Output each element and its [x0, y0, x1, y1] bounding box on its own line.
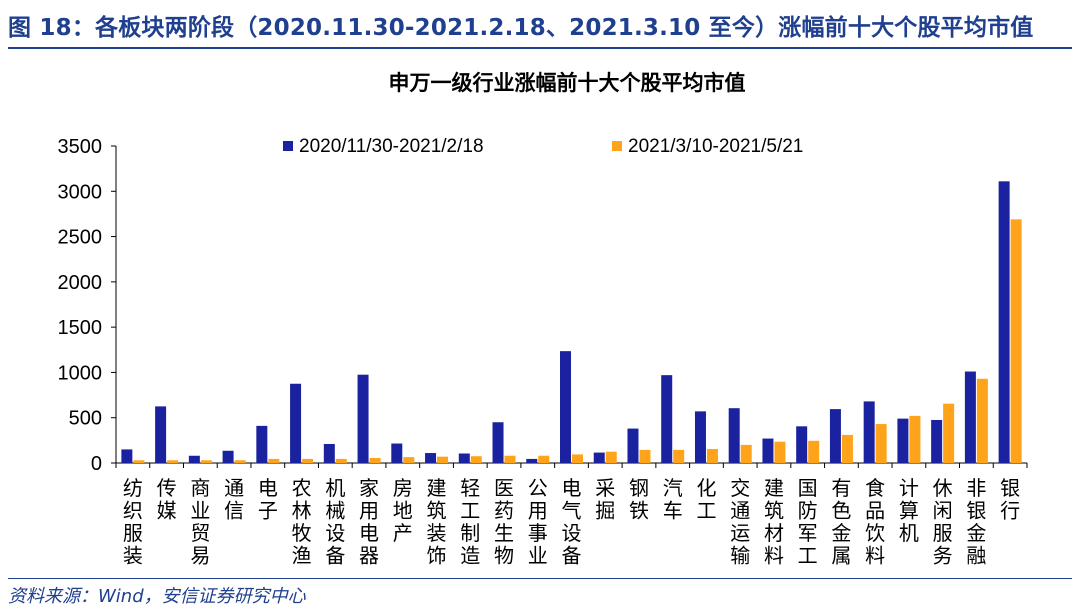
- bar-series-1: [458, 453, 470, 463]
- x-tick-label: 房地产: [393, 476, 413, 545]
- bar-series-2: [133, 460, 145, 463]
- x-tick-label: 计算机: [899, 476, 919, 545]
- x-tick-label: 有色金属: [831, 476, 851, 568]
- bar-series-1: [593, 452, 605, 463]
- bar-series-2: [706, 448, 718, 463]
- x-tick-label: 电子: [258, 476, 278, 523]
- source-note: 资料来源：Wind，安信证券研究中心: [8, 586, 306, 607]
- x-tick-label: 传媒: [157, 476, 177, 523]
- x-tick-label: 医药生物: [494, 476, 514, 568]
- bar-series-2: [335, 458, 347, 463]
- bar-series-1: [391, 443, 403, 463]
- bar-series-1: [796, 426, 808, 463]
- x-tick-label: 建筑装饰: [427, 476, 447, 568]
- bar-series-1: [290, 383, 302, 463]
- legend-swatch-series-1: [283, 141, 293, 151]
- x-tick-label: 汽车: [663, 476, 683, 523]
- x-tick-label: 机械设备: [325, 476, 345, 568]
- figure-title: 图 18：各板块两阶段（2020.11.30-2021.2.18、2021.3.…: [8, 15, 1034, 41]
- bar-series-1: [121, 449, 133, 463]
- bar-series-1: [863, 401, 875, 463]
- bar-series-2: [572, 454, 583, 463]
- bar-series-1: [155, 406, 167, 463]
- bar-series-2: [841, 434, 853, 463]
- x-tick-label: 电气设备: [562, 476, 582, 568]
- bar-series-2: [403, 457, 415, 463]
- x-tick-label: 通信: [224, 476, 244, 523]
- y-tick-label: 3000: [58, 181, 103, 203]
- legend-label-series-2: 2021/3/10-2021/5/21: [628, 136, 803, 157]
- legend-label-series-1: 2020/11/30-2021/2/18: [299, 136, 484, 157]
- bar-chart: 申万一级行业涨幅前十大个股平均市值 0 500 1000 1500 2000 2500 30…: [58, 71, 1028, 568]
- x-tick-label: 休闲服务: [933, 476, 953, 568]
- bar-series-1: [256, 425, 268, 463]
- bar-series-2: [234, 460, 246, 463]
- bar-series-2: [200, 460, 212, 463]
- bar-series-2: [605, 451, 617, 463]
- bar-series-2: [538, 455, 550, 463]
- bar-series-2: [774, 441, 786, 463]
- bar-series-1: [897, 418, 909, 463]
- bar-series-2: [909, 415, 921, 463]
- bar-series-1: [661, 375, 673, 463]
- x-tick-label: 商业贸易: [190, 476, 210, 568]
- x-tick-label: 国防军工: [798, 476, 818, 568]
- bar-series-2: [268, 458, 280, 463]
- bar-series-1: [931, 419, 943, 463]
- bar-series-2: [875, 424, 887, 463]
- bar-series-1: [829, 409, 841, 463]
- bar-series-2: [673, 449, 685, 463]
- legend-swatch-series-2: [612, 141, 622, 151]
- x-tick-label: 钢铁: [629, 476, 649, 523]
- bar-series-2: [167, 460, 179, 463]
- x-tick-label: 公用事业: [528, 476, 548, 568]
- bar-series-2: [740, 444, 752, 463]
- x-tick-label: 银行: [1000, 476, 1020, 523]
- y-tick-label: 1000: [58, 362, 103, 384]
- x-tick-label: 纺织服装: [123, 476, 143, 568]
- bar-series-2: [976, 378, 988, 463]
- y-tick-label: 3500: [58, 136, 103, 158]
- y-tick-label: 1500: [58, 317, 103, 339]
- bar-series-2: [369, 458, 381, 463]
- chart-title: 申万一级行业涨幅前十大个股平均市值: [389, 71, 746, 95]
- bar-series-1: [222, 450, 234, 463]
- y-tick-label: 2000: [58, 272, 103, 294]
- bar-series-1: [998, 181, 1010, 463]
- bar-series-1: [728, 408, 740, 463]
- bar-series-2: [943, 403, 955, 463]
- x-tick-label: 非银金融: [966, 476, 986, 568]
- x-tick-label: 家用电器: [359, 476, 379, 568]
- title-divider: [8, 47, 1072, 49]
- bar-series-1: [188, 455, 200, 463]
- x-tick-label: 食品饮料: [865, 476, 885, 568]
- bar-series-1: [492, 422, 504, 463]
- bar-series-2: [504, 455, 516, 463]
- bar-series-1: [425, 453, 437, 463]
- x-tick-label: 化工: [696, 476, 716, 523]
- x-tick-label: 交通运输: [730, 476, 750, 568]
- x-tick-label: 轻工制造: [460, 476, 480, 568]
- bar-series-1: [357, 374, 369, 463]
- bar-series-1: [323, 443, 335, 463]
- bar-series-1: [627, 428, 639, 463]
- y-tick-label: 2500: [58, 227, 103, 249]
- bar-series-1: [526, 458, 538, 463]
- x-tick-label: 农林牧渔: [292, 476, 312, 568]
- y-tick-label: 500: [69, 408, 102, 430]
- bar-series-2: [437, 456, 449, 463]
- bar-series-1: [762, 438, 774, 463]
- bar-series-2: [808, 440, 820, 463]
- y-tick-label: 0: [91, 453, 102, 475]
- source-divider: [8, 578, 1072, 579]
- bar-series-1: [694, 411, 706, 463]
- x-tick-label: 采掘: [595, 476, 615, 523]
- x-tick-label: 建筑材料: [764, 476, 784, 568]
- bar-series-2: [302, 458, 314, 463]
- bar-series-2: [639, 449, 651, 463]
- bar-series-2: [1010, 219, 1022, 463]
- bar-series-1: [964, 371, 976, 463]
- bar-series-2: [470, 456, 482, 463]
- bar-series-1: [560, 351, 571, 463]
